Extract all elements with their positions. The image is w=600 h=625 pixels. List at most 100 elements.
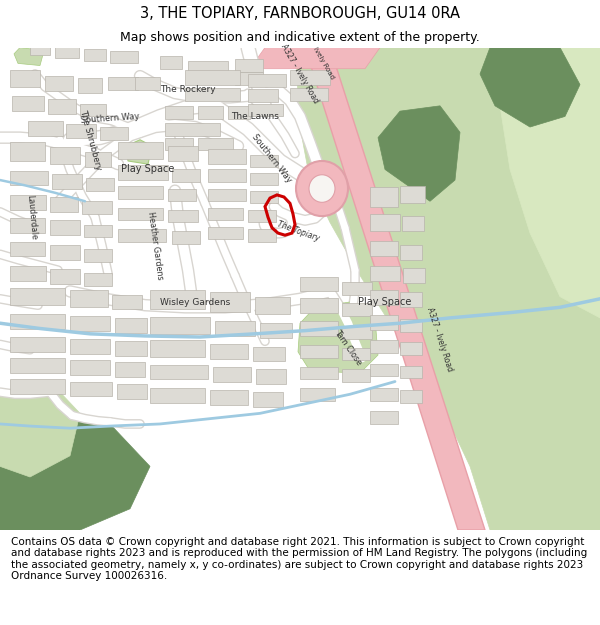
Bar	[55, 46, 79, 58]
Bar	[370, 241, 398, 256]
Bar	[84, 224, 112, 238]
Text: Heather Gardens: Heather Gardens	[146, 211, 164, 281]
Bar	[256, 369, 286, 384]
Bar	[248, 74, 286, 87]
Bar	[248, 229, 276, 241]
Bar	[150, 340, 205, 357]
Bar	[110, 51, 138, 63]
Text: Wisley Gardens: Wisley Gardens	[160, 298, 230, 306]
Bar	[70, 339, 110, 354]
Bar	[400, 366, 422, 378]
Bar	[115, 318, 147, 332]
Bar	[370, 340, 398, 353]
Bar	[248, 104, 283, 116]
Bar	[300, 388, 335, 401]
Bar	[208, 208, 243, 221]
Bar	[370, 411, 398, 424]
Bar	[10, 171, 48, 186]
Bar	[165, 106, 193, 119]
Bar	[150, 388, 205, 402]
Bar	[400, 390, 422, 402]
Bar	[250, 173, 278, 186]
Bar	[50, 197, 78, 212]
Bar	[198, 138, 233, 151]
Text: Lauderdale: Lauderdale	[26, 194, 38, 240]
Text: A327 - Ively Road: A327 - Ively Road	[280, 42, 320, 105]
Bar	[48, 99, 76, 114]
Polygon shape	[0, 408, 150, 530]
Bar	[66, 124, 96, 138]
Bar	[400, 186, 425, 203]
Bar	[84, 249, 112, 262]
Bar	[84, 273, 112, 286]
Bar	[118, 208, 163, 221]
Bar	[300, 321, 338, 336]
Bar	[208, 149, 246, 164]
Text: Ively Road: Ively Road	[313, 46, 335, 81]
Polygon shape	[480, 48, 580, 127]
Bar	[70, 361, 110, 375]
Bar	[10, 266, 46, 281]
Bar	[250, 191, 278, 203]
Bar	[135, 78, 160, 90]
Bar	[85, 152, 111, 168]
Bar	[45, 76, 73, 91]
Bar	[165, 138, 193, 151]
Bar	[342, 282, 372, 294]
Bar	[165, 122, 220, 136]
Bar	[86, 178, 114, 191]
Bar	[112, 294, 142, 309]
Bar	[70, 381, 112, 396]
Polygon shape	[14, 48, 44, 66]
Bar	[115, 341, 147, 356]
Bar	[400, 292, 422, 308]
Bar	[30, 42, 50, 55]
Bar	[168, 146, 198, 161]
Bar	[400, 245, 422, 259]
Text: A327 - Ively Road: A327 - Ively Road	[425, 306, 455, 372]
Bar	[300, 346, 338, 358]
Bar	[50, 269, 80, 284]
Polygon shape	[250, 48, 380, 69]
Bar	[160, 56, 182, 69]
Circle shape	[296, 161, 348, 216]
Polygon shape	[500, 48, 600, 318]
Bar	[168, 189, 196, 201]
Bar	[150, 317, 210, 334]
Bar	[50, 147, 80, 164]
Bar	[208, 227, 243, 239]
Bar	[253, 346, 285, 361]
Bar	[10, 314, 65, 329]
Bar	[370, 266, 400, 281]
Bar	[12, 96, 44, 111]
Bar	[10, 337, 65, 352]
Bar	[255, 297, 290, 314]
Bar	[400, 319, 422, 332]
Bar	[10, 70, 40, 87]
Bar	[185, 70, 240, 84]
Bar	[50, 245, 80, 259]
Bar	[118, 186, 163, 199]
Bar	[210, 292, 250, 311]
Text: Tarn Close: Tarn Close	[332, 328, 364, 367]
Bar	[210, 390, 248, 405]
Bar	[10, 379, 65, 394]
Bar	[118, 165, 168, 180]
Bar	[342, 303, 372, 316]
Bar	[300, 298, 338, 312]
Bar	[370, 315, 398, 329]
Bar	[84, 49, 106, 61]
Bar	[248, 89, 278, 102]
Bar	[300, 276, 338, 291]
Bar	[290, 88, 328, 101]
Bar	[208, 189, 246, 201]
Bar	[228, 106, 250, 119]
Polygon shape	[298, 302, 378, 373]
Bar	[10, 241, 45, 256]
Bar	[10, 358, 65, 373]
Bar	[80, 104, 106, 116]
Bar	[100, 127, 128, 140]
Bar	[10, 142, 45, 161]
Bar	[10, 218, 45, 233]
Text: Play Space: Play Space	[121, 164, 175, 174]
